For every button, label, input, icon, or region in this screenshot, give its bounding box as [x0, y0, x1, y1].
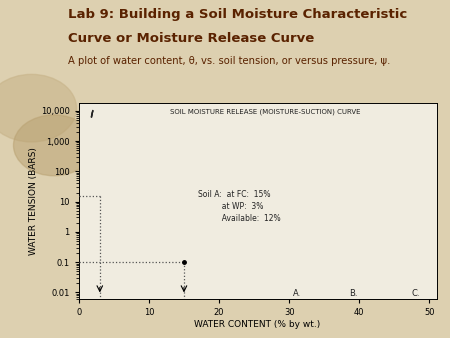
Text: SOIL MOISTURE RELEASE (MOISTURE-SUCTION) CURVE: SOIL MOISTURE RELEASE (MOISTURE-SUCTION)… [170, 109, 360, 116]
Text: Lab 9: Building a Soil Moisture Characteristic: Lab 9: Building a Soil Moisture Characte… [68, 8, 407, 21]
Text: Soil A:  at FC:  15%: Soil A: at FC: 15% [198, 190, 270, 198]
Text: A plot of water content, θ, vs. soil tension, or versus pressure, ψ.: A plot of water content, θ, vs. soil ten… [68, 56, 390, 66]
Text: A.: A. [292, 289, 301, 298]
X-axis label: WATER CONTENT (% by wt.): WATER CONTENT (% by wt.) [194, 320, 321, 329]
Text: Curve or Moisture Release Curve: Curve or Moisture Release Curve [68, 32, 314, 45]
Text: C.: C. [412, 289, 420, 298]
Text: Available:  12%: Available: 12% [198, 214, 281, 223]
Y-axis label: WATER TENSION (BARS): WATER TENSION (BARS) [29, 147, 38, 255]
Text: B.: B. [349, 289, 357, 298]
Text: at WP:  3%: at WP: 3% [198, 201, 263, 211]
Circle shape [0, 74, 76, 142]
Circle shape [14, 115, 94, 176]
